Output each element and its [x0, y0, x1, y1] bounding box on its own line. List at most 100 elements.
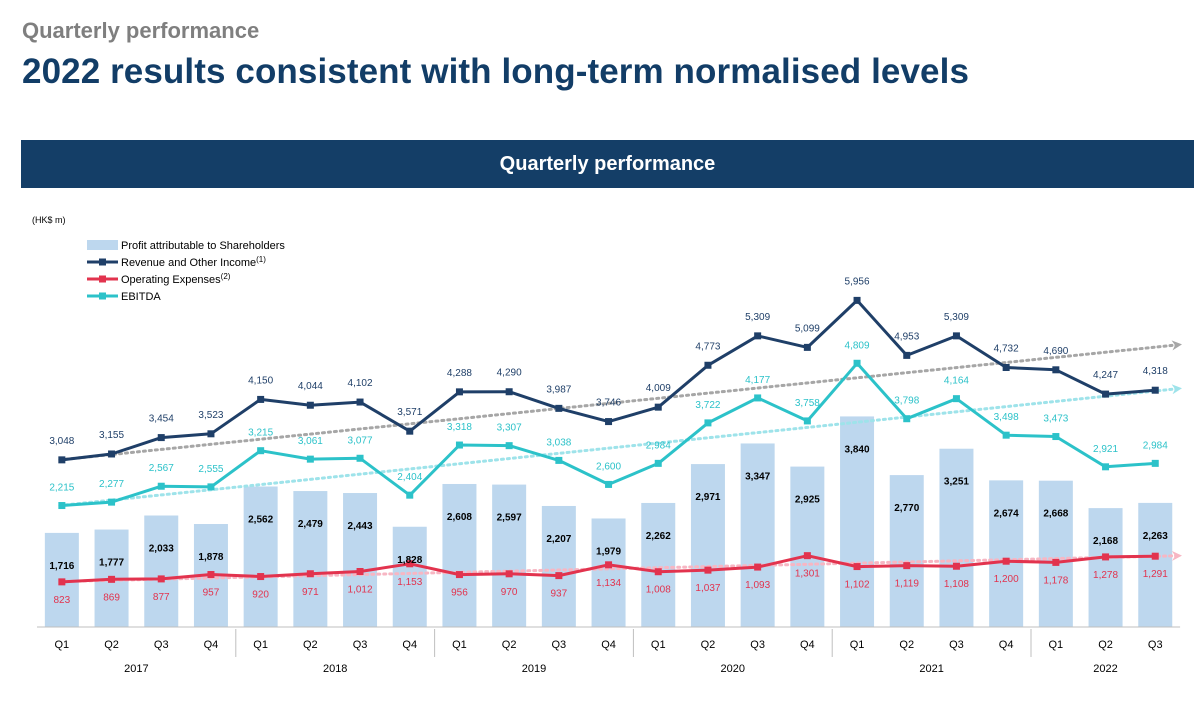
line-series: [58, 296, 1159, 586]
bar-series: [44, 416, 1173, 627]
series-point: [952, 395, 960, 403]
bar-value-label: 3,347: [745, 471, 770, 482]
line-value-label: 4,164: [944, 376, 969, 387]
line-value-label: 2,215: [49, 483, 74, 494]
x-axis: Q1 Q2 Q3 Q4 Q1 Q2 Q3 Q4 Q1 Q2 Q3 Q4 Q1 Q2 Q3 Q4 Q1 Q2 Q3 Q4…: [37, 626, 1181, 675]
series-point: [1102, 463, 1110, 471]
bar-value-label: 2,443: [348, 521, 373, 532]
line-value-label: 957: [203, 588, 220, 599]
series-point: [207, 571, 215, 579]
bar-value-label: 2,263: [1143, 531, 1168, 542]
series-point: [356, 398, 364, 406]
line-value-label: 4,009: [646, 383, 671, 394]
series-point: [1002, 557, 1010, 565]
line-value-label: 4,732: [994, 344, 1019, 355]
legend-superscript: (1): [256, 255, 266, 264]
series-point: [406, 427, 414, 435]
series-point: [903, 415, 911, 423]
line-value-label: 937: [551, 589, 568, 600]
year-label: 2021: [919, 663, 943, 675]
bar-value-label: 2,262: [646, 531, 671, 542]
series-point: [1151, 386, 1159, 394]
bar-value-label: 1,777: [99, 558, 124, 569]
line-value-label: 1,008: [646, 585, 671, 596]
series-point: [704, 566, 712, 574]
bar-value-label: 1,878: [198, 552, 223, 563]
series-point: [455, 571, 463, 579]
line-value-label: 2,404: [397, 472, 422, 483]
legend-marker: [99, 275, 106, 283]
profit-bar: [293, 491, 328, 627]
bar-value-label: 2,479: [298, 519, 323, 530]
profit-bar: [392, 526, 427, 627]
line-value-label: 1,012: [348, 585, 373, 596]
bar-value-label: 2,608: [447, 512, 472, 523]
line-value-label: 3,798: [894, 396, 919, 407]
data-labels: 1,716 1,777 2,033 1,878 2,562 2,479 2,443 1,828…: [49, 276, 1168, 605]
series-point: [1052, 433, 1060, 441]
line-value-label: 5,099: [795, 323, 820, 334]
series-point: [555, 572, 563, 580]
series-point: [1102, 553, 1110, 561]
series-point: [157, 434, 165, 442]
line-value-label: 1,200: [994, 574, 1019, 585]
profit-bar: [541, 505, 576, 627]
unit-label: (HK$ m): [32, 215, 66, 225]
line-value-label: 3,571: [397, 407, 422, 418]
line-value-label: 920: [252, 590, 269, 601]
line-value-label: 4,102: [348, 378, 373, 389]
year-label: 2020: [721, 663, 745, 675]
legend-label: Operating Expenses(2): [121, 272, 231, 286]
line-value-label: 5,956: [845, 276, 870, 287]
profit-bar: [641, 502, 676, 627]
bar-value-label: 3,840: [845, 444, 870, 455]
line-value-label: 1,291: [1143, 569, 1168, 580]
series-line: [61, 298, 1156, 462]
profit-bar: [740, 443, 775, 627]
line-value-label: 1,134: [596, 578, 621, 589]
series-point: [306, 570, 314, 578]
line-value-label: 3,473: [1043, 414, 1068, 425]
profit-bar: [690, 464, 725, 627]
line-value-label: 4,247: [1093, 370, 1118, 381]
profit-bar: [243, 486, 278, 627]
line-value-label: 2,984: [646, 440, 671, 451]
quarter-tick-label: Q2: [303, 639, 318, 651]
quarter-tick-label: Q1: [651, 639, 666, 651]
line-value-label: 3,454: [149, 414, 174, 425]
series-point: [406, 560, 414, 568]
quarter-tick-label: Q3: [552, 639, 567, 651]
bar-value-label: 1,979: [596, 546, 621, 557]
series-point: [754, 563, 762, 571]
series-point: [903, 562, 911, 570]
line-value-label: 2,984: [1143, 440, 1168, 451]
series-point: [108, 450, 116, 458]
line-value-label: 2,567: [149, 463, 174, 474]
line-value-label: 877: [153, 592, 170, 603]
bar-value-label: 3,251: [944, 477, 969, 488]
line-value-label: 3,746: [596, 398, 621, 409]
line-value-label: 3,758: [795, 398, 820, 409]
line-value-label: 1,093: [745, 580, 770, 591]
quarter-tick-label: Q4: [999, 639, 1014, 651]
line-value-label: 3,722: [695, 400, 720, 411]
bar-value-label: 2,971: [695, 492, 720, 503]
line-value-label: 4,690: [1043, 346, 1068, 357]
series-point: [505, 442, 513, 450]
quarter-tick-label: Q4: [204, 639, 219, 651]
series-point: [58, 502, 66, 510]
year-label: 2017: [124, 663, 148, 675]
line-value-label: 2,277: [99, 479, 124, 490]
series-point: [1151, 459, 1159, 467]
year-label: 2022: [1093, 663, 1117, 675]
series-point: [207, 483, 215, 491]
series-point: [754, 332, 762, 340]
line-value-label: 5,309: [745, 312, 770, 323]
profit-bar: [591, 518, 626, 627]
profit-bar: [1038, 480, 1073, 627]
series-point: [654, 568, 662, 576]
series-point: [306, 401, 314, 409]
series-point: [853, 359, 861, 367]
line-value-label: 4,290: [497, 368, 522, 379]
trendline: [58, 340, 1182, 462]
